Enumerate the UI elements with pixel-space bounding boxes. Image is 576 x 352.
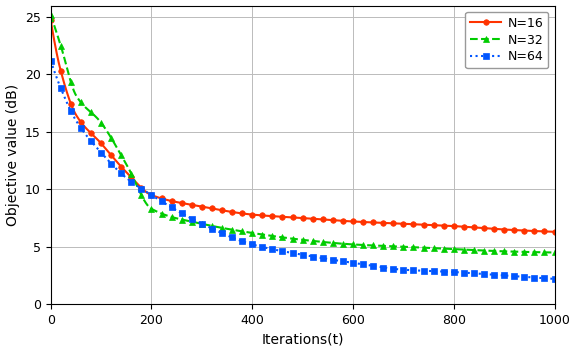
N=16 xyxy=(78,121,85,125)
N=32 xyxy=(150,208,157,212)
N=16 xyxy=(439,224,446,228)
N=64 xyxy=(439,269,446,274)
N=16 xyxy=(551,230,558,234)
X-axis label: Iterations(t): Iterations(t) xyxy=(262,332,344,346)
N=16 xyxy=(492,227,499,231)
N=64 xyxy=(551,277,558,281)
N=32 xyxy=(526,250,533,254)
N=64 xyxy=(78,127,85,131)
N=16 xyxy=(526,229,533,233)
Line: N=16: N=16 xyxy=(48,18,558,234)
Line: N=64: N=64 xyxy=(48,58,558,282)
Legend: N=16, N=32, N=64: N=16, N=32, N=64 xyxy=(465,12,548,68)
N=32 xyxy=(492,249,499,253)
N=32 xyxy=(47,13,54,17)
Y-axis label: Objective value (dB): Objective value (dB) xyxy=(6,84,20,226)
N=16 xyxy=(150,194,157,198)
N=32 xyxy=(551,250,558,254)
N=32 xyxy=(458,247,465,252)
N=16 xyxy=(458,225,465,229)
Line: N=32: N=32 xyxy=(48,12,558,255)
N=64 xyxy=(492,273,499,277)
N=64 xyxy=(150,194,157,198)
N=32 xyxy=(78,101,85,105)
N=64 xyxy=(458,270,465,275)
N=64 xyxy=(526,275,533,279)
N=32 xyxy=(439,246,446,251)
N=16 xyxy=(47,18,54,23)
N=64 xyxy=(47,58,54,63)
